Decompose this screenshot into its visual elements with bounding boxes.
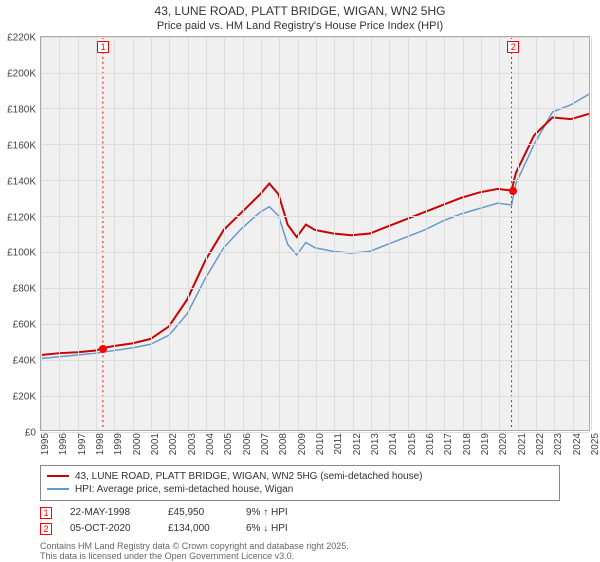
xtick-label: 2017 — [443, 433, 454, 455]
xtick-label: 2003 — [187, 433, 198, 455]
ytick-label: £80K — [13, 284, 36, 295]
ytick-label: £200K — [7, 68, 36, 79]
marker-table-row: 1 22-MAY-1998 £45,950 9% ↑ HPI — [40, 505, 560, 521]
xtick-label: 2015 — [407, 433, 418, 455]
ytick-label: £120K — [7, 212, 36, 223]
series-line — [41, 113, 589, 354]
marker-id: 2 — [40, 523, 52, 535]
xtick-label: 1997 — [77, 433, 88, 455]
ytick-label: £100K — [7, 248, 36, 259]
ytick-label: £160K — [7, 140, 36, 151]
xtick-label: 2009 — [297, 433, 308, 455]
legend-label: 43, LUNE ROAD, PLATT BRIDGE, WIGAN, WN2 … — [75, 471, 423, 482]
ytick-label: £20K — [13, 392, 36, 403]
plot-area: 12 — [40, 36, 590, 431]
xtick-label: 2014 — [388, 433, 399, 455]
xtick-label: 2002 — [168, 433, 179, 455]
xtick-label: 2019 — [480, 433, 491, 455]
marker-pct: 9% ↑ HPI — [246, 507, 316, 518]
legend-row: HPI: Average price, semi-detached house,… — [47, 483, 553, 496]
xtick-label: 2000 — [132, 433, 143, 455]
marker-table: 1 22-MAY-1998 £45,950 9% ↑ HPI 2 05-OCT-2020 £… — [40, 505, 560, 537]
marker-badge: 2 — [507, 41, 519, 53]
xtick-label: 2006 — [242, 433, 253, 455]
xtick-label: 2011 — [333, 433, 344, 455]
marker-pct: 6% ↓ HPI — [246, 523, 316, 534]
xtick-label: 2022 — [535, 433, 546, 455]
xtick-label: 2010 — [315, 433, 326, 455]
xtick-label: 2025 — [590, 433, 600, 455]
chart-subtitle: Price paid vs. HM Land Registry's House … — [0, 20, 600, 36]
xtick-label: 2008 — [278, 433, 289, 455]
chart-title: 43, LUNE ROAD, PLATT BRIDGE, WIGAN, WN2 … — [0, 0, 600, 20]
marker-badge: 1 — [97, 41, 109, 53]
ytick-label: £40K — [13, 356, 36, 367]
legend-row: 43, LUNE ROAD, PLATT BRIDGE, WIGAN, WN2 … — [47, 470, 553, 483]
chart-lines — [41, 37, 589, 430]
marker-id: 1 — [40, 507, 52, 519]
xtick-label: 1995 — [40, 433, 51, 455]
marker-price: £134,000 — [168, 523, 228, 534]
marker-date: 22-MAY-1998 — [70, 507, 150, 518]
marker-price: £45,950 — [168, 507, 228, 518]
ytick-label: £140K — [7, 176, 36, 187]
marker-dot — [509, 187, 517, 195]
xtick-label: 2007 — [260, 433, 271, 455]
ytick-label: £220K — [7, 33, 36, 44]
xtick-label: 1996 — [58, 433, 69, 455]
xtick-label: 1999 — [113, 433, 124, 455]
xtick-label: 2004 — [205, 433, 216, 455]
series-line — [41, 94, 589, 358]
xtick-label: 2005 — [223, 433, 234, 455]
xtick-label: 2012 — [352, 433, 363, 455]
xtick-label: 2024 — [572, 433, 583, 455]
marker-date: 05-OCT-2020 — [70, 523, 150, 534]
footer-line2: This data is licensed under the Open Gov… — [40, 551, 560, 562]
ytick-label: £0 — [25, 428, 36, 439]
xtick-label: 2016 — [425, 433, 436, 455]
legend-swatch — [47, 475, 69, 477]
xtick-label: 2018 — [462, 433, 473, 455]
xtick-label: 2001 — [150, 433, 161, 455]
marker-dot — [99, 345, 107, 353]
legend: 43, LUNE ROAD, PLATT BRIDGE, WIGAN, WN2 … — [40, 465, 560, 501]
marker-table-row: 2 05-OCT-2020 £134,000 6% ↓ HPI — [40, 521, 560, 537]
xtick-label: 1998 — [95, 433, 106, 455]
xtick-label: 2023 — [553, 433, 564, 455]
legend-swatch — [47, 488, 69, 490]
footer: Contains HM Land Registry data © Crown c… — [40, 541, 560, 562]
chart-container: 43, LUNE ROAD, PLATT BRIDGE, WIGAN, WN2 … — [0, 0, 600, 560]
footer-line1: Contains HM Land Registry data © Crown c… — [40, 541, 560, 552]
xtick-label: 2021 — [517, 433, 528, 455]
x-axis-labels: 1995 1996 1997 1998 1999 2000 2001 2002 2003 2004… — [40, 431, 590, 461]
xtick-label: 2020 — [498, 433, 509, 455]
ytick-label: £180K — [7, 104, 36, 115]
legend-label: HPI: Average price, semi-detached house,… — [75, 484, 293, 495]
xtick-label: 2013 — [370, 433, 381, 455]
ytick-label: £60K — [13, 320, 36, 331]
y-axis-labels: £0£20K£40K£60K£80K£100K£120K£140K£160K£1… — [0, 38, 40, 433]
